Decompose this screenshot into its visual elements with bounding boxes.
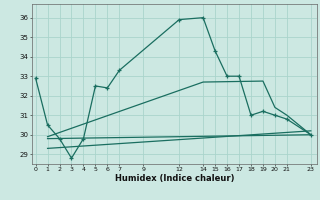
X-axis label: Humidex (Indice chaleur): Humidex (Indice chaleur) bbox=[115, 174, 234, 183]
